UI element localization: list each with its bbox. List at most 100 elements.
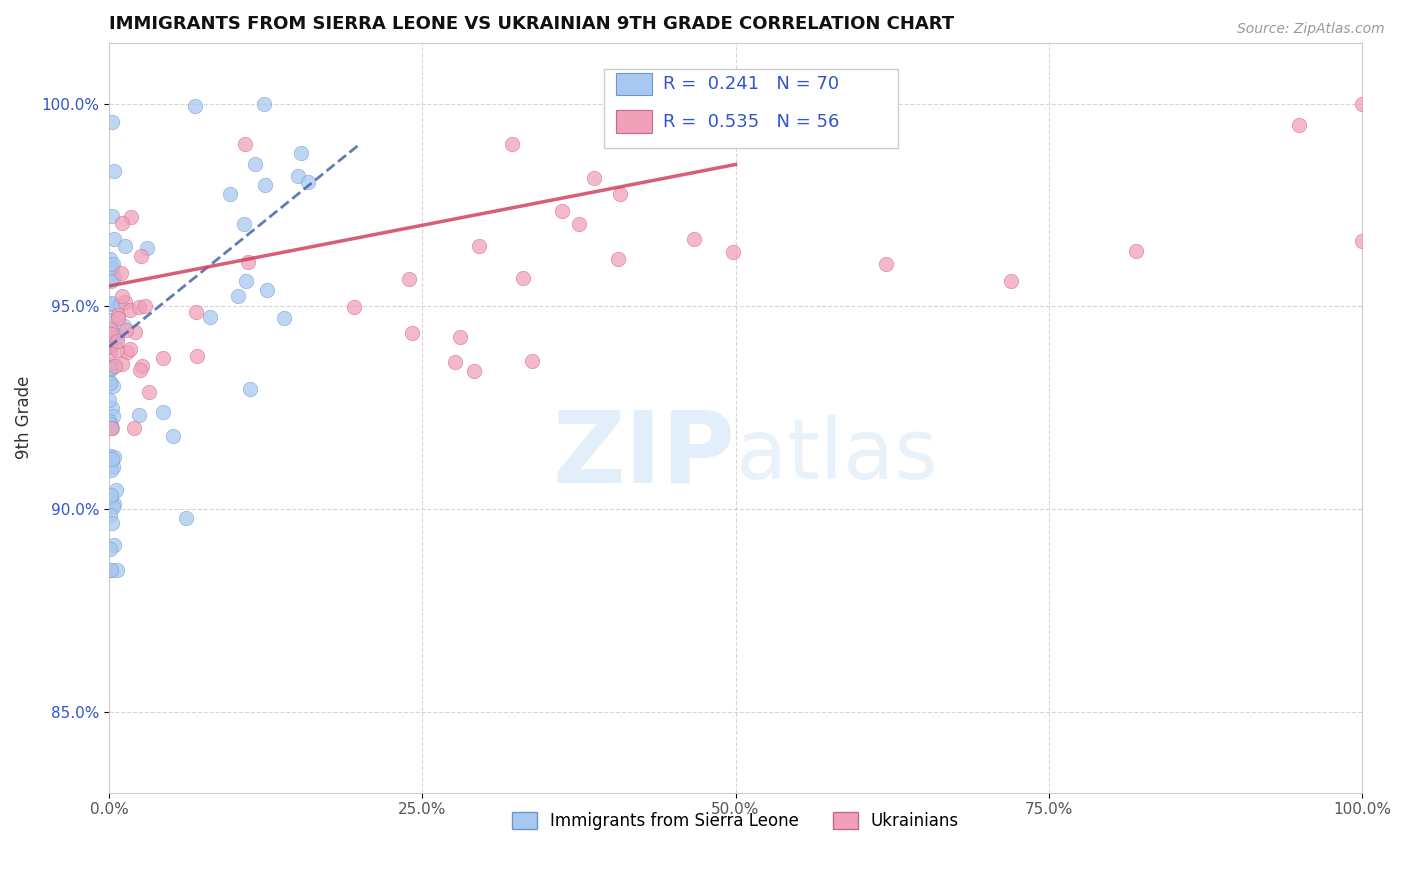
Point (103, 270, 125, 285)
Point (721, 245, 744, 260)
Point (100, 419, 122, 434)
Point (105, 343, 128, 358)
Point (273, 311, 295, 326)
Point (100, 340, 122, 354)
Point (468, 239, 491, 253)
Point (101, 401, 124, 415)
Point (136, 241, 159, 255)
Point (100, 362, 122, 376)
Point (131, 249, 153, 263)
Point (152, 351, 174, 366)
Point (186, 305, 208, 319)
Point (101, 295, 124, 310)
Point (239, 383, 262, 397)
Point (609, 186, 631, 201)
Point (101, 409, 124, 423)
Point (100, 262, 122, 277)
Point (100, 490, 122, 504)
Point (98, 392, 121, 407)
Text: atlas: atlas (735, 415, 938, 496)
Point (1288, 118, 1310, 132)
Point (118, 342, 141, 356)
Text: R =  0.535   N = 56: R = 0.535 N = 56 (662, 112, 839, 130)
Point (103, 538, 125, 552)
Point (98, 339, 121, 353)
Point (100, 358, 122, 372)
Point (100, 327, 122, 342)
Point (100, 421, 122, 435)
Point (520, 354, 543, 368)
Point (1351, 234, 1374, 248)
Point (682, 232, 704, 246)
Point (100, 274, 122, 288)
FancyBboxPatch shape (616, 73, 651, 95)
Point (100, 563, 122, 577)
Point (114, 239, 136, 253)
Point (105, 334, 128, 348)
Point (1351, 96, 1374, 111)
Point (568, 217, 591, 231)
Point (101, 326, 124, 340)
Point (107, 563, 129, 577)
Point (98, 508, 121, 522)
Point (108, 298, 131, 312)
Point (134, 299, 156, 313)
Point (98, 450, 121, 464)
Point (128, 300, 150, 314)
Point (98, 414, 121, 428)
FancyBboxPatch shape (616, 111, 651, 133)
Point (124, 421, 146, 435)
Point (111, 358, 134, 372)
Point (118, 303, 141, 318)
Point (176, 510, 198, 524)
Point (103, 164, 125, 178)
Point (138, 384, 160, 399)
Point (114, 294, 136, 309)
Point (100, 313, 122, 327)
Point (100, 260, 122, 275)
Point (110, 216, 132, 230)
FancyBboxPatch shape (605, 70, 898, 148)
Point (103, 460, 125, 475)
Point (297, 175, 319, 189)
Point (152, 405, 174, 419)
Point (111, 289, 134, 303)
Point (131, 359, 153, 373)
Point (101, 379, 124, 393)
Point (100, 345, 122, 359)
Point (398, 271, 420, 285)
Point (101, 500, 124, 514)
Point (100, 463, 122, 477)
Point (290, 146, 312, 161)
Text: R =  0.241   N = 70: R = 0.241 N = 70 (662, 75, 839, 93)
Point (501, 136, 523, 151)
Point (100, 488, 122, 502)
Point (98, 376, 121, 391)
Point (128, 408, 150, 422)
Point (98, 321, 121, 335)
Point (105, 330, 128, 344)
Point (104, 359, 127, 373)
Y-axis label: 9th Grade: 9th Grade (15, 376, 32, 459)
Point (98, 375, 121, 389)
Point (124, 325, 146, 339)
Point (128, 363, 150, 377)
Point (98, 297, 121, 311)
Point (115, 323, 138, 337)
Point (162, 429, 184, 443)
Point (98, 252, 121, 267)
Point (98, 360, 121, 375)
Point (235, 275, 257, 289)
Point (100, 563, 122, 577)
Point (100, 360, 122, 375)
Point (100, 421, 122, 435)
Point (110, 266, 132, 280)
Point (101, 210, 124, 224)
Point (253, 96, 276, 111)
Legend: Immigrants from Sierra Leone, Ukrainians: Immigrants from Sierra Leone, Ukrainians (505, 805, 966, 837)
Point (120, 210, 142, 224)
Point (443, 355, 465, 369)
Point (463, 364, 485, 378)
Point (107, 308, 129, 322)
Text: ZIP: ZIP (553, 407, 735, 504)
